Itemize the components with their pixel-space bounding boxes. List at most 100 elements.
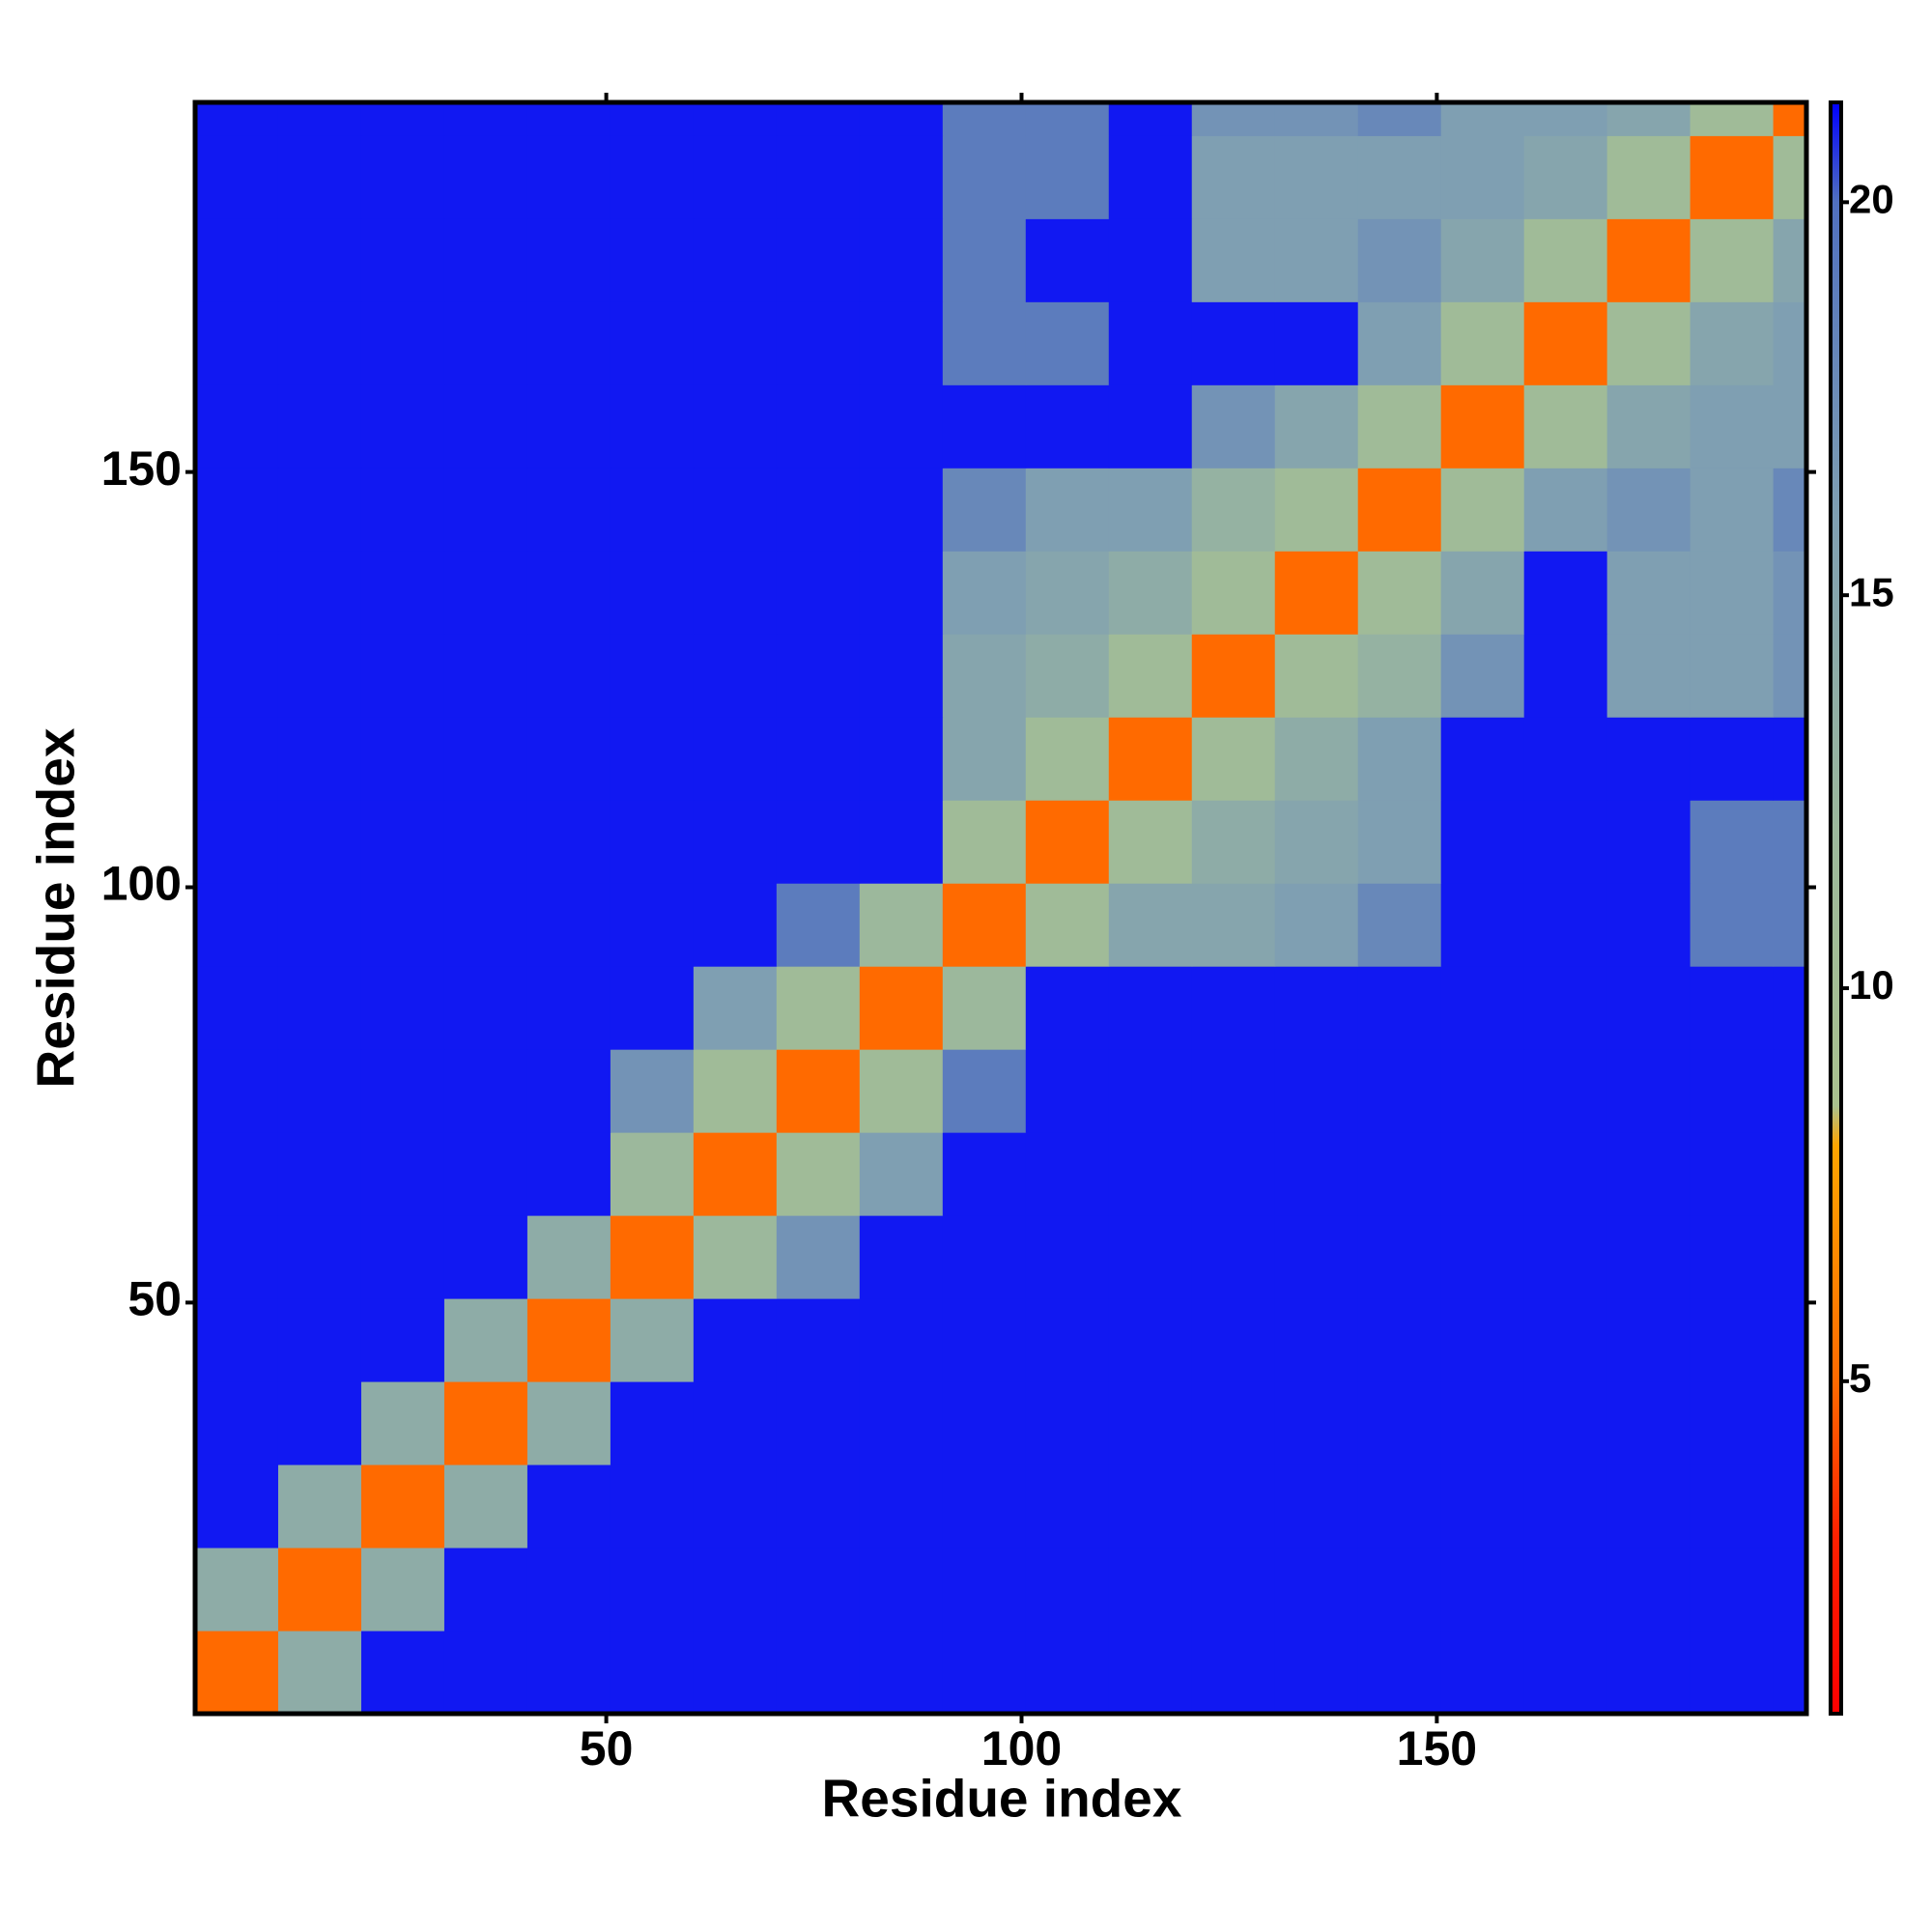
heatmap-cell xyxy=(1191,102,1276,136)
heatmap-cell xyxy=(1357,551,1442,635)
heatmap-cell xyxy=(1357,1464,1442,1548)
heatmap-cell xyxy=(859,1631,944,1715)
heatmap-cell xyxy=(693,1132,778,1216)
heatmap-cell xyxy=(1606,1381,1691,1465)
heatmap-cell xyxy=(693,966,778,1050)
heatmap-cell xyxy=(1191,717,1276,801)
heatmap-cell xyxy=(195,384,279,469)
heatmap-cell xyxy=(360,966,445,1050)
heatmap-cell xyxy=(1440,135,1525,219)
heatmap-cell xyxy=(443,883,528,967)
heatmap-cell xyxy=(610,1132,695,1216)
heatmap-cell xyxy=(526,634,611,718)
heatmap-cell xyxy=(1690,966,1775,1050)
heatmap-cell xyxy=(526,1548,611,1632)
heatmap-cell xyxy=(195,218,279,302)
heatmap-cell xyxy=(610,102,695,136)
heatmap-cell xyxy=(526,1464,611,1548)
heatmap-cell xyxy=(776,135,861,219)
heatmap-cell xyxy=(277,634,362,718)
heatmap-cell xyxy=(1108,135,1193,219)
heatmap-cell xyxy=(443,717,528,801)
heatmap-cell xyxy=(1357,1132,1442,1216)
heatmap-cell xyxy=(1523,301,1608,385)
heatmap-cell xyxy=(277,800,362,884)
heatmap-cell xyxy=(443,1215,528,1299)
heatmap-cell xyxy=(360,384,445,469)
heatmap-cell xyxy=(1191,1381,1276,1465)
heatmap-cell xyxy=(1606,1132,1691,1216)
heatmap-cell xyxy=(277,551,362,635)
heatmap-cell xyxy=(1606,1631,1691,1715)
heatmap-cell xyxy=(1773,1381,1807,1465)
heatmap-cell xyxy=(1357,102,1442,136)
heatmap-cell xyxy=(1440,966,1525,1050)
heatmap-cell xyxy=(526,301,611,385)
heatmap-cell xyxy=(610,468,695,552)
heatmap-cell xyxy=(1108,1464,1193,1548)
heatmap-cell xyxy=(859,384,944,469)
heatmap-cell xyxy=(776,1215,861,1299)
heatmap-cell xyxy=(1108,301,1193,385)
heatmap-cell xyxy=(1108,1631,1193,1715)
heatmap-cell xyxy=(1606,883,1691,967)
heatmap-cell xyxy=(277,966,362,1050)
heatmap-cell xyxy=(360,883,445,967)
heatmap-cell xyxy=(1606,634,1691,718)
heatmap-cell xyxy=(1773,1548,1807,1632)
heatmap-cell xyxy=(1523,468,1608,552)
heatmap-cell xyxy=(1690,551,1775,635)
heatmap-cell xyxy=(360,1381,445,1465)
heatmap-cell xyxy=(1773,800,1807,884)
heatmap-cell xyxy=(277,1215,362,1299)
heatmap-cell xyxy=(1274,1215,1359,1299)
heatmap-cell xyxy=(277,384,362,469)
heatmap-cell xyxy=(443,301,528,385)
heatmap-cell xyxy=(360,634,445,718)
heatmap-cell xyxy=(1440,301,1525,385)
colorbar-tick-label: 10 xyxy=(1849,962,1894,1008)
heatmap-cell xyxy=(1357,800,1442,884)
heatmap-cell xyxy=(195,634,279,718)
heatmap-cell xyxy=(1690,1381,1775,1465)
heatmap-cell xyxy=(1440,800,1525,884)
heatmap-cell xyxy=(1357,634,1442,718)
x-tick-label: 50 xyxy=(580,1721,634,1776)
heatmap-cell xyxy=(277,883,362,967)
heatmap-cell xyxy=(1690,1215,1775,1299)
heatmap-cell xyxy=(1690,218,1775,302)
heatmap-cell xyxy=(1274,1381,1359,1465)
heatmap-cell xyxy=(942,966,1027,1050)
heatmap-cell xyxy=(1773,551,1807,635)
heatmap-cell xyxy=(443,135,528,219)
heatmap-cell xyxy=(1606,1464,1691,1548)
heatmap-cell xyxy=(443,551,528,635)
heatmap-cell xyxy=(360,717,445,801)
heatmap-cell xyxy=(195,551,279,635)
heatmap-cell xyxy=(693,1215,778,1299)
heatmap-cell xyxy=(1606,102,1691,136)
heatmap-cell xyxy=(942,551,1027,635)
heatmap-cell xyxy=(1606,1215,1691,1299)
heatmap-cell xyxy=(859,102,944,136)
heatmap-cell xyxy=(526,1215,611,1299)
heatmap-cell xyxy=(1357,1215,1442,1299)
heatmap-cell xyxy=(1025,1298,1110,1382)
heatmap-cell xyxy=(195,102,279,136)
heatmap-cell xyxy=(277,1381,362,1465)
heatmap-cell xyxy=(1191,1548,1276,1632)
heatmap-cell xyxy=(1690,800,1775,884)
heatmap-cell xyxy=(1274,966,1359,1050)
heatmap-cell xyxy=(277,1631,362,1715)
heatmap-cell xyxy=(1523,384,1608,469)
heatmap-cell xyxy=(443,1132,528,1216)
heatmap-cell xyxy=(1025,1215,1110,1299)
heatmap-cell xyxy=(1690,102,1775,136)
heatmap-cell xyxy=(277,102,362,136)
heatmap-cell xyxy=(859,717,944,801)
heatmap-cell xyxy=(1108,1548,1193,1632)
heatmap-cell xyxy=(195,1049,279,1133)
heatmap-cell xyxy=(942,102,1027,136)
heatmap-cell xyxy=(1690,1049,1775,1133)
heatmap-cell xyxy=(1523,1631,1608,1715)
